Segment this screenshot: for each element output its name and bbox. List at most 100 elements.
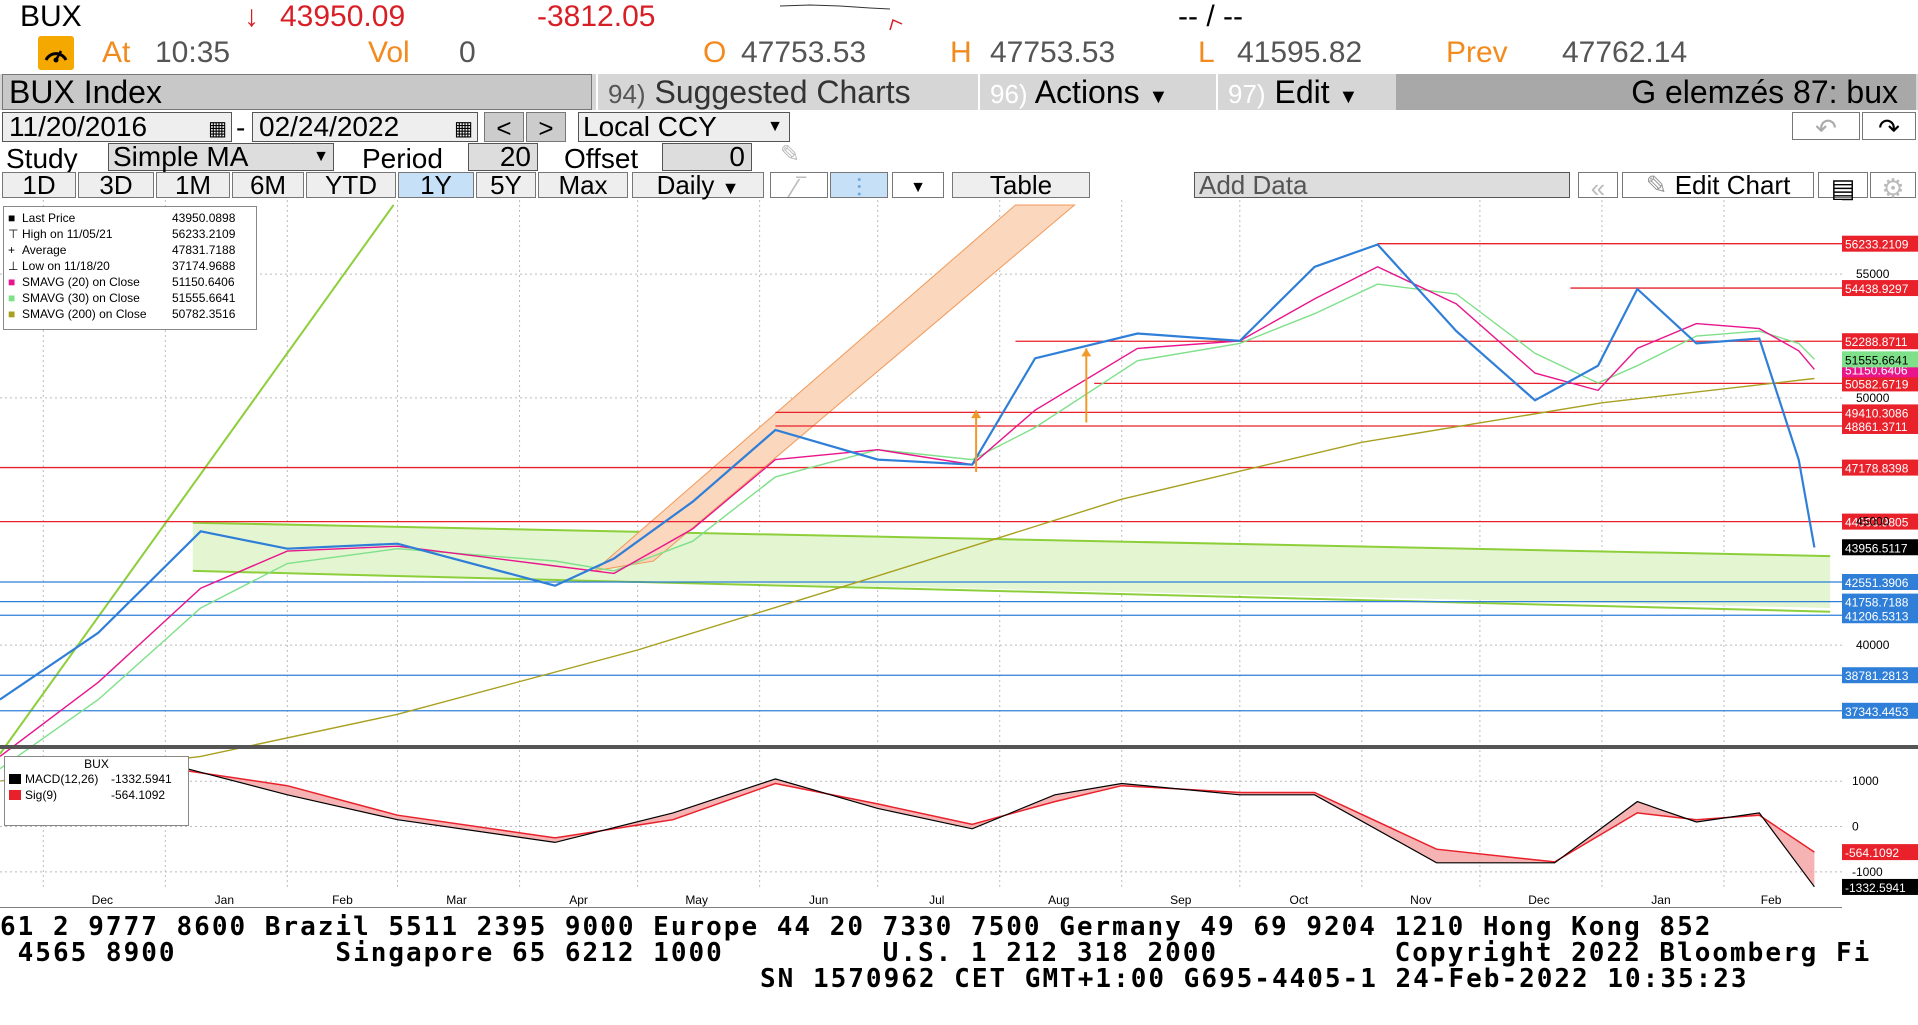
prev-period-button[interactable]: < <box>484 112 524 143</box>
y-tick-label: 55000 <box>1856 267 1890 281</box>
period-input[interactable]: 20 <box>468 143 538 171</box>
trend-line-steep <box>0 204 395 755</box>
study-select[interactable]: Simple MA ▼ <box>108 143 334 171</box>
legend-value: 47831.7188 <box>172 243 236 257</box>
security-title: BUX Index <box>2 74 592 110</box>
level-tag <box>1842 404 1918 421</box>
range-button-6m[interactable]: 6M <box>232 172 304 198</box>
legend-value: 43950.0898 <box>172 211 236 225</box>
bid-ask: -- / -- <box>1178 0 1243 33</box>
legend-row: ⊤ High on 11/05/21 56233.2109 <box>8 226 252 242</box>
level-tag <box>1842 513 1918 530</box>
range-button-1m[interactable]: 1M <box>156 172 230 198</box>
page-label: G elemzés 87: bux <box>1396 74 1916 110</box>
x-tick-label: Aug <box>1048 893 1069 907</box>
end-date-field[interactable]: 02/24/2022 ▦ <box>252 112 478 142</box>
range-button-ytd[interactable]: YTD <box>306 172 396 198</box>
level-tag-label: 49410.3086 <box>1845 406 1909 420</box>
level-tag <box>1842 459 1918 476</box>
x-tick-label: Jun <box>809 893 828 907</box>
range-button-5y[interactable]: 5Y <box>476 172 536 198</box>
frequency-select[interactable]: Daily ▼ <box>632 172 764 198</box>
edit-button[interactable]: 97) Edit ▼ <box>1216 74 1394 110</box>
line-chart-icon[interactable]: ⁄‾ <box>770 172 828 203</box>
x-tick-label: Jan <box>215 893 234 907</box>
signal-line <box>43 766 1815 863</box>
price-chart[interactable]: 56233.2109 54438.9297 52288.8711 50582.6719… <box>0 198 1918 908</box>
start-date-field[interactable]: 11/20/2016 ▦ <box>2 112 232 142</box>
legend-marker-icon <box>9 790 21 800</box>
y-tick-label: 40000 <box>1856 638 1890 652</box>
suggested-charts-button[interactable]: 94) Suggested Charts <box>596 74 976 110</box>
high-value: 47753.53 <box>990 36 1116 69</box>
legend-label: Average <box>22 243 67 257</box>
calendar-icon[interactable]: ▦ <box>454 118 473 140</box>
candle-chart-icon[interactable]: ⫶ <box>830 172 888 203</box>
chevron-down-icon: ▼ <box>767 118 783 135</box>
gauge-icon[interactable] <box>38 36 74 70</box>
level-tag <box>1842 235 1918 252</box>
arrow-head-icon <box>971 410 982 419</box>
range-button-max[interactable]: Max <box>538 172 628 198</box>
range-button-3d[interactable]: 3D <box>78 172 154 198</box>
x-tick-label: Dec <box>1528 893 1549 907</box>
legend-label: Low on 11/18/20 <box>22 259 110 273</box>
edit-num: 97) <box>1228 79 1266 109</box>
suggested-label: Suggested Charts <box>654 74 911 110</box>
legend-marker-icon: ■ <box>8 307 16 321</box>
footer: 61 2 9777 8600 Brazil 5511 2395 9000 Eur… <box>0 910 1918 1025</box>
orange-channel <box>592 204 1076 572</box>
add-data-input[interactable]: Add Data <box>1194 172 1570 198</box>
macd-legend-row: MACD(12,26) -1332.5941 <box>9 771 184 787</box>
undo-icon[interactable]: ↶ <box>1792 112 1860 143</box>
study-label: Study <box>6 143 78 174</box>
trend-channel-fill <box>192 522 1831 608</box>
edit-chart-button[interactable]: ✎ Edit Chart <box>1622 172 1814 198</box>
legend-label: Last Price <box>22 211 76 225</box>
calendar-icon[interactable]: ▦ <box>208 118 227 140</box>
x-tick-label: Dec <box>92 893 113 907</box>
value-tag-label: 51555.6641 <box>1845 353 1909 367</box>
macd-legend-title: BUX <box>84 757 109 771</box>
gear-icon[interactable]: ⚙ <box>1870 172 1916 203</box>
legend-value: 51150.6406 <box>172 275 235 289</box>
period-label: Period <box>362 143 443 174</box>
level-tag-label: 54438.9297 <box>1845 282 1909 296</box>
legend-marker-icon: ⊤ <box>8 227 19 241</box>
chart-settings-icon[interactable]: ▤ <box>1818 172 1868 203</box>
edit-chart-label: Edit Chart <box>1674 170 1791 200</box>
panel-separator <box>0 745 1918 749</box>
level-tag-label: 44993.9805 <box>1845 516 1909 530</box>
redo-icon[interactable]: ↷ <box>1862 112 1916 143</box>
range-button-1y[interactable]: 1Y <box>398 172 474 198</box>
level-tag-label: 48861.3711 <box>1845 420 1908 434</box>
frequency-value: Daily <box>656 170 715 200</box>
chart-type-dropdown[interactable]: ▼ <box>892 172 944 198</box>
legend-marker-icon: + <box>8 243 16 257</box>
legend-value: 50782.3516 <box>172 307 236 321</box>
value-tag <box>1842 351 1918 368</box>
pencil-icon[interactable]: ✎ <box>780 141 801 168</box>
table-button[interactable]: Table <box>952 172 1090 198</box>
legend-label: SMAVG (30) on Close <box>22 291 140 305</box>
open-label: O <box>703 36 727 69</box>
next-period-button[interactable]: > <box>526 112 566 143</box>
offset-input[interactable]: 0 <box>662 143 752 171</box>
level-tag <box>1842 574 1918 591</box>
currency-select[interactable]: Local CCY ▼ <box>578 112 790 142</box>
legend-label: High on 11/05/21 <box>22 227 113 241</box>
ticker-label: BUX <box>20 0 82 33</box>
level-tag-label: 42551.3906 <box>1845 576 1909 590</box>
x-tick-label: Jan <box>1651 893 1670 907</box>
legend-row: + Average 47831.7188 <box>8 242 252 258</box>
open-value: 47753.53 <box>741 36 867 69</box>
macd-y-tick-label: 0 <box>1852 820 1859 834</box>
level-tag <box>1842 702 1918 719</box>
legend-row: ■ SMAVG (20) on Close 51150.6406 <box>8 274 252 290</box>
range-button-1d[interactable]: 1D <box>2 172 76 198</box>
x-tick-label: Oct <box>1290 893 1309 907</box>
collapse-icon[interactable]: « <box>1578 172 1618 203</box>
level-tag <box>1842 333 1918 350</box>
actions-button[interactable]: 96) Actions ▼ <box>978 74 1214 110</box>
actions-num: 96) <box>990 79 1028 109</box>
